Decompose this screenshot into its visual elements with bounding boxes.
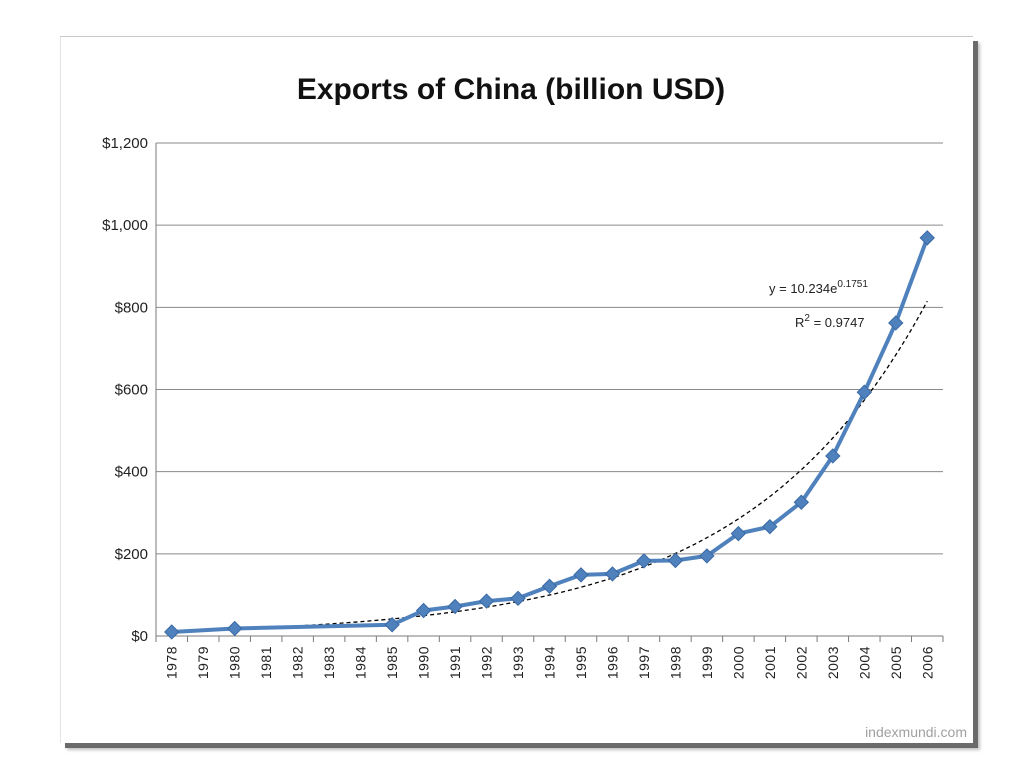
data-point — [825, 448, 841, 464]
data-point — [919, 230, 935, 246]
trendline-r-squared: R2 = 0.9747 — [795, 313, 865, 330]
series-exports — [171, 237, 930, 634]
x-tick-label: 1998 — [667, 646, 683, 679]
x-tick-label: 1984 — [353, 646, 369, 679]
x-tick-label: 1981 — [258, 646, 274, 679]
data-point — [636, 553, 652, 569]
watermark: indexmundi.com — [865, 724, 967, 740]
x-tick-label: 2003 — [825, 646, 841, 679]
x-tick-label: 1993 — [510, 646, 526, 679]
data-point — [667, 552, 684, 569]
x-tick-label: 1997 — [636, 646, 652, 679]
gridlines — [156, 142, 943, 555]
x-tick-label: 1985 — [384, 646, 400, 679]
y-axis-tick-labels: $0 $200 $400 $600 $800 $1,000 $1,200 — [102, 135, 148, 645]
x-tick-label: 1978 — [164, 646, 180, 679]
data-point — [226, 620, 243, 637]
trendline-equation: y = 10.234e0.1751 — [769, 279, 868, 296]
x-tick-label: 1999 — [699, 646, 715, 679]
data-point — [762, 518, 778, 535]
y-tick-label: $600 — [115, 382, 148, 399]
y-tick-label: $400 — [115, 464, 148, 481]
series-line — [171, 237, 930, 634]
x-tick-label: 2001 — [762, 646, 778, 679]
y-tick-label: $200 — [115, 546, 148, 563]
data-point — [793, 494, 810, 510]
x-tick-label: 2004 — [856, 646, 872, 679]
data-point — [730, 525, 747, 542]
x-tick-label: 2002 — [793, 646, 809, 679]
x-axis-tick-labels: 1978 1979 1980 1981 1982 1983 1984 1985 1990 1991… — [164, 646, 936, 679]
x-tick-label: 1994 — [542, 646, 558, 679]
x-tick-label: 1995 — [573, 646, 589, 679]
data-point — [478, 593, 495, 609]
data-point — [415, 602, 432, 619]
data-point — [856, 384, 873, 400]
x-tick-label: 1983 — [321, 646, 337, 679]
x-tick-label: 2000 — [730, 646, 746, 679]
x-tick-label: 1990 — [416, 646, 432, 679]
data-point — [573, 567, 589, 583]
y-tick-label: $1,200 — [102, 135, 148, 152]
axes — [155, 143, 944, 642]
y-tick-label: $800 — [115, 299, 148, 316]
x-tick-label: 1991 — [447, 646, 463, 679]
data-point — [384, 617, 400, 633]
chart-title: Exports of China (billion USD) — [297, 73, 725, 106]
chart-plot: Exports of China (billion USD) $0 $200 $40… — [102, 73, 967, 740]
x-tick-label: 1992 — [479, 646, 495, 679]
data-point — [447, 598, 463, 615]
series-markers — [164, 230, 935, 640]
y-tick-label: $0 — [131, 628, 148, 645]
data-point — [699, 548, 715, 564]
data-point — [510, 590, 526, 607]
data-point — [541, 578, 558, 594]
y-tick-label: $1,000 — [102, 217, 148, 234]
data-point — [888, 315, 904, 331]
x-tick-label: 2005 — [888, 646, 904, 679]
chart-frame: Exports of China (billion USD) $0 $200 $40… — [60, 36, 973, 743]
x-tick-label: 1982 — [290, 646, 306, 679]
x-tick-label: 1980 — [227, 646, 243, 679]
x-tick-label: 1979 — [195, 646, 211, 679]
x-tick-label: 2006 — [919, 646, 935, 679]
x-tick-label: 1996 — [604, 646, 620, 679]
data-point — [164, 624, 180, 640]
data-point — [604, 566, 621, 582]
